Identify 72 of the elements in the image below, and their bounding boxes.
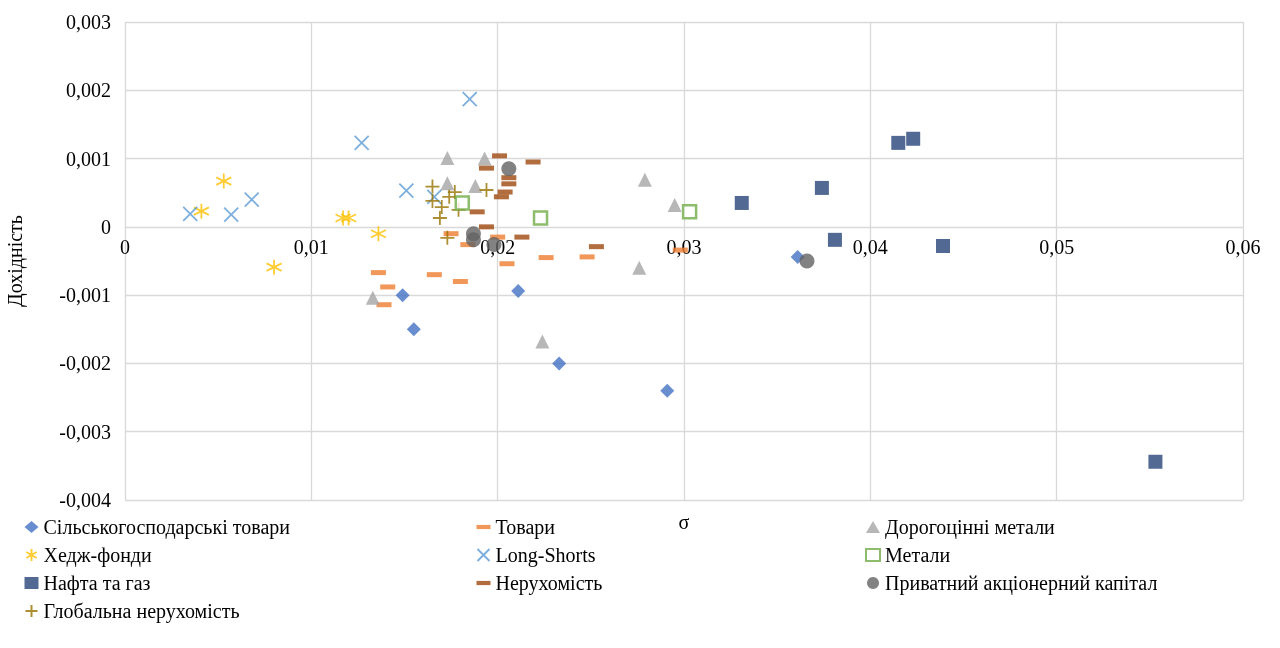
point — [891, 135, 906, 150]
point — [340, 209, 357, 227]
point — [182, 205, 199, 222]
point — [501, 161, 517, 177]
point — [468, 178, 483, 193]
point — [432, 210, 448, 226]
point — [265, 258, 283, 276]
legend-label: Нерухомість — [495, 572, 603, 595]
point — [632, 260, 647, 275]
y-tick-label: -0,003 — [59, 420, 111, 443]
legend-label: Товари — [495, 516, 556, 539]
x-tick-label: 0,03 — [666, 235, 702, 258]
point — [215, 172, 233, 190]
point — [535, 334, 550, 349]
x-axis-title: σ — [678, 511, 690, 533]
point — [465, 232, 481, 248]
point — [532, 210, 549, 226]
point — [193, 202, 210, 220]
legend-label: Сільськогосподарські товари — [43, 516, 291, 539]
legend-label: Long-Shorts — [495, 544, 596, 567]
legend-label: Дорогоцінні метали — [885, 516, 1056, 539]
point — [799, 253, 815, 269]
point — [667, 198, 682, 213]
point — [936, 238, 950, 253]
point — [426, 188, 443, 205]
point — [243, 191, 260, 208]
point — [223, 206, 240, 223]
y-tick-label: 0 — [101, 215, 111, 238]
y-tick-label: 0,001 — [66, 147, 111, 170]
point — [477, 151, 492, 166]
y-tick-label: -0,002 — [59, 352, 111, 375]
point — [353, 134, 370, 151]
point — [406, 322, 421, 337]
point — [334, 209, 352, 227]
point — [814, 180, 829, 195]
point — [461, 91, 478, 108]
y-tick-label: 0,003 — [66, 11, 111, 33]
point — [734, 195, 749, 210]
point — [478, 182, 495, 198]
point — [660, 383, 675, 398]
y-tick-label: 0,002 — [66, 79, 111, 102]
point — [440, 150, 455, 165]
point — [370, 225, 387, 243]
point — [424, 178, 441, 195]
legend-label: Глобальна нерухомість — [43, 600, 240, 623]
point — [637, 172, 652, 187]
point — [398, 182, 415, 199]
point — [511, 284, 526, 299]
x-tick-label: 0,04 — [852, 235, 888, 258]
point — [365, 290, 380, 305]
y-tick-label: -0,001 — [59, 284, 111, 307]
point — [1148, 454, 1163, 469]
legend-label: Хедж-фонди — [43, 544, 153, 567]
point — [441, 188, 458, 205]
point — [454, 195, 471, 211]
point — [440, 176, 455, 191]
point — [439, 229, 456, 246]
point — [681, 204, 698, 220]
x-tick-label: 0 — [120, 235, 130, 258]
legend-label: Приватний акціонерний капітал — [885, 572, 1158, 595]
point — [906, 131, 921, 146]
legend-label: Метали — [885, 544, 951, 566]
y-axis-title: Дохідність — [4, 215, 27, 307]
legend-label: Нафта та газ — [43, 572, 151, 595]
x-tick-label: 0,06 — [1225, 235, 1261, 258]
y-tick-label: -0,004 — [59, 489, 111, 511]
point — [827, 232, 842, 247]
x-tick-label: 0,05 — [1039, 235, 1075, 258]
point — [552, 356, 567, 371]
x-tick-label: 0,01 — [293, 235, 329, 258]
point — [395, 288, 410, 303]
x-tick-label: 0,02 — [480, 235, 516, 258]
